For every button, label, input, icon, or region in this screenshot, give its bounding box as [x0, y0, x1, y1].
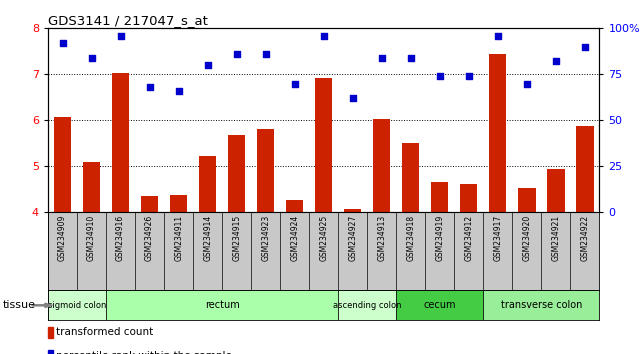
Point: [203, 62, 213, 68]
Text: GSM234925: GSM234925: [319, 215, 328, 261]
Bar: [576, 126, 594, 212]
Bar: [489, 54, 506, 212]
Bar: [199, 156, 217, 212]
Text: tissue: tissue: [3, 300, 36, 310]
Point: [377, 55, 387, 61]
Text: GSM234909: GSM234909: [58, 215, 67, 261]
Text: GDS3141 / 217047_s_at: GDS3141 / 217047_s_at: [48, 14, 208, 27]
Text: GSM234911: GSM234911: [174, 215, 183, 261]
Bar: [402, 143, 419, 212]
Text: rectum: rectum: [204, 300, 240, 310]
Point: [463, 73, 474, 79]
Bar: [396, 290, 483, 320]
Bar: [257, 129, 274, 212]
Point: [579, 44, 590, 50]
Bar: [547, 169, 565, 212]
Bar: [344, 209, 362, 212]
Point: [493, 33, 503, 39]
Bar: [48, 290, 106, 320]
Point: [231, 51, 242, 57]
Bar: [106, 290, 338, 320]
Text: GSM234927: GSM234927: [348, 215, 357, 261]
Point: [174, 88, 184, 94]
Bar: [460, 184, 478, 212]
Text: GSM234921: GSM234921: [551, 215, 560, 261]
Text: GSM234920: GSM234920: [522, 215, 531, 261]
Text: GSM234922: GSM234922: [580, 215, 589, 261]
Text: cecum: cecum: [424, 300, 456, 310]
Text: GSM234917: GSM234917: [494, 215, 503, 261]
Text: GSM234918: GSM234918: [406, 215, 415, 261]
Text: transformed count: transformed count: [56, 327, 154, 337]
Bar: [483, 290, 599, 320]
Text: GSM234915: GSM234915: [232, 215, 241, 261]
Point: [347, 96, 358, 101]
Bar: [141, 196, 158, 212]
Bar: [315, 78, 333, 212]
Point: [87, 55, 97, 61]
Point: [115, 33, 126, 39]
Bar: [54, 117, 71, 212]
Text: GSM234912: GSM234912: [464, 215, 473, 261]
Bar: [338, 290, 396, 320]
Text: GSM234926: GSM234926: [145, 215, 154, 261]
Text: GSM234916: GSM234916: [116, 215, 125, 261]
Point: [144, 84, 154, 90]
Text: GSM234910: GSM234910: [87, 215, 96, 261]
Point: [290, 81, 300, 86]
Point: [522, 81, 532, 86]
Point: [551, 59, 561, 64]
Bar: [228, 135, 246, 212]
Point: [58, 40, 68, 46]
Point: [260, 51, 271, 57]
Bar: [170, 195, 187, 212]
Text: sigmoid colon: sigmoid colon: [48, 301, 106, 310]
Text: GSM234924: GSM234924: [290, 215, 299, 261]
Point: [406, 55, 416, 61]
Point: [435, 73, 445, 79]
Text: ascending colon: ascending colon: [333, 301, 401, 310]
Bar: [518, 188, 535, 212]
Text: GSM234914: GSM234914: [203, 215, 212, 261]
Text: transverse colon: transverse colon: [501, 300, 582, 310]
Point: [319, 33, 329, 39]
Text: GSM234919: GSM234919: [435, 215, 444, 261]
Bar: [112, 73, 129, 212]
Bar: [286, 200, 303, 212]
Bar: [431, 183, 449, 212]
Text: GSM234923: GSM234923: [261, 215, 270, 261]
Bar: [83, 162, 100, 212]
Bar: [373, 119, 390, 212]
Text: GSM234913: GSM234913: [378, 215, 387, 261]
Text: percentile rank within the sample: percentile rank within the sample: [56, 350, 232, 354]
